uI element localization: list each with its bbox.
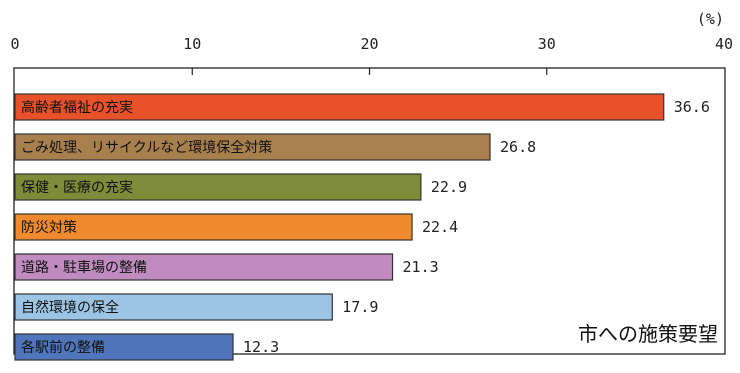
bar	[14, 93, 665, 121]
bar-category-label: ごみ処理、リサイクルなど環境保全対策	[21, 139, 272, 156]
bar-row: 自然環境の保全 17.9	[14, 293, 378, 321]
bar-row: 道路・駐車場の整備 21.3	[14, 253, 439, 281]
bar	[14, 213, 413, 241]
bar-value-label: 17.9	[342, 298, 378, 316]
bar	[14, 333, 234, 361]
bar-category-label: 各駅前の整備	[21, 339, 105, 356]
bar-value-label: 26.8	[500, 138, 536, 156]
bar	[14, 293, 333, 321]
tick-label: 30	[538, 35, 556, 53]
tick-label: 0	[10, 35, 19, 53]
bar-category-label: 防災対策	[21, 219, 77, 236]
axis-tick-labels: 0 10 20 30 40	[10, 35, 733, 53]
bar-category-label: 高齢者福祉の充実	[21, 99, 133, 116]
bar-value-label: 12.3	[243, 338, 279, 356]
bar-row: 防災対策 22.4	[14, 213, 458, 241]
tick-label: 40	[715, 35, 733, 53]
bar	[14, 173, 422, 201]
bar-row: 保健・医療の充実 22.9	[14, 173, 467, 201]
tick-label: 20	[360, 35, 378, 53]
bar-value-label: 22.9	[431, 178, 467, 196]
bar-category-label: 道路・駐車場の整備	[21, 259, 147, 276]
tick-label: 10	[183, 35, 201, 53]
bar	[14, 253, 394, 281]
bar-value-label: 21.3	[403, 258, 439, 276]
axis-tick-marks	[191, 68, 548, 75]
bars-group: 高齢者福祉の充実 36.6 ごみ処理、リサイクルなど環境保全対策 26.8 保健・医療の…	[14, 93, 710, 361]
bar-value-label: 36.6	[674, 98, 710, 116]
unit-label: (%)	[697, 10, 724, 28]
bar-value-label: 22.4	[422, 218, 458, 236]
bar	[14, 133, 491, 161]
bar-category-label: 自然環境の保全	[21, 299, 119, 316]
bar-row: 高齢者福祉の充実 36.6	[14, 93, 710, 121]
bar-row: 各駅前の整備 12.3	[14, 333, 279, 361]
chart-caption: 市への施策要望	[578, 322, 718, 346]
bar-row: ごみ処理、リサイクルなど環境保全対策 26.8	[14, 133, 536, 161]
bar-category-label: 保健・医療の充実	[21, 179, 133, 196]
